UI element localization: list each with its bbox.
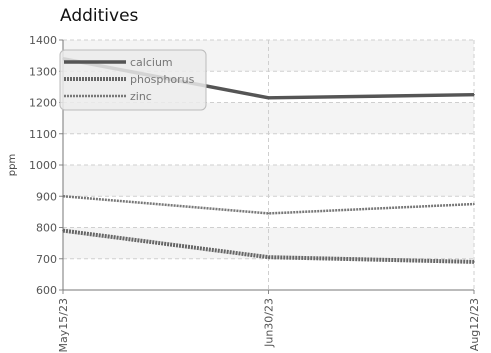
y-axis-label: ppm: [7, 154, 18, 176]
chart-title: Additives: [60, 6, 139, 26]
data-point-phosphorus: [473, 261, 475, 263]
legend-label-calcium: calcium: [130, 56, 173, 69]
y-tick-label: 1000: [29, 159, 57, 172]
data-point-calcium: [473, 93, 475, 96]
data-point-phosphorus: [267, 256, 270, 258]
y-tick-label: 1400: [29, 34, 57, 47]
series-line-zinc: [62, 195, 475, 215]
data-point-calcium: [267, 97, 270, 99]
y-tick-label: 1100: [29, 128, 57, 141]
legend-label-phosphorus: phosphorus: [130, 73, 195, 86]
x-tick-label: Jun30/23: [263, 298, 276, 348]
y-tick-label: 600: [36, 284, 57, 297]
data-point-zinc: [473, 203, 475, 205]
legend-label-zinc: zinc: [130, 90, 152, 103]
x-tick-label: Aug12/23: [468, 298, 481, 351]
y-tick-label: 700: [36, 253, 57, 266]
x-tick-label: May15/23: [57, 298, 70, 352]
y-tick-label: 1300: [29, 65, 57, 78]
y-tick-label: 900: [36, 190, 57, 203]
data-point-zinc: [62, 195, 64, 198]
y-tick-label: 800: [36, 222, 57, 235]
legend-box: [59, 49, 207, 111]
y-tick-label: 1200: [29, 97, 57, 110]
data-point-zinc: [267, 212, 270, 215]
data-point-phosphorus: [62, 229, 64, 232]
